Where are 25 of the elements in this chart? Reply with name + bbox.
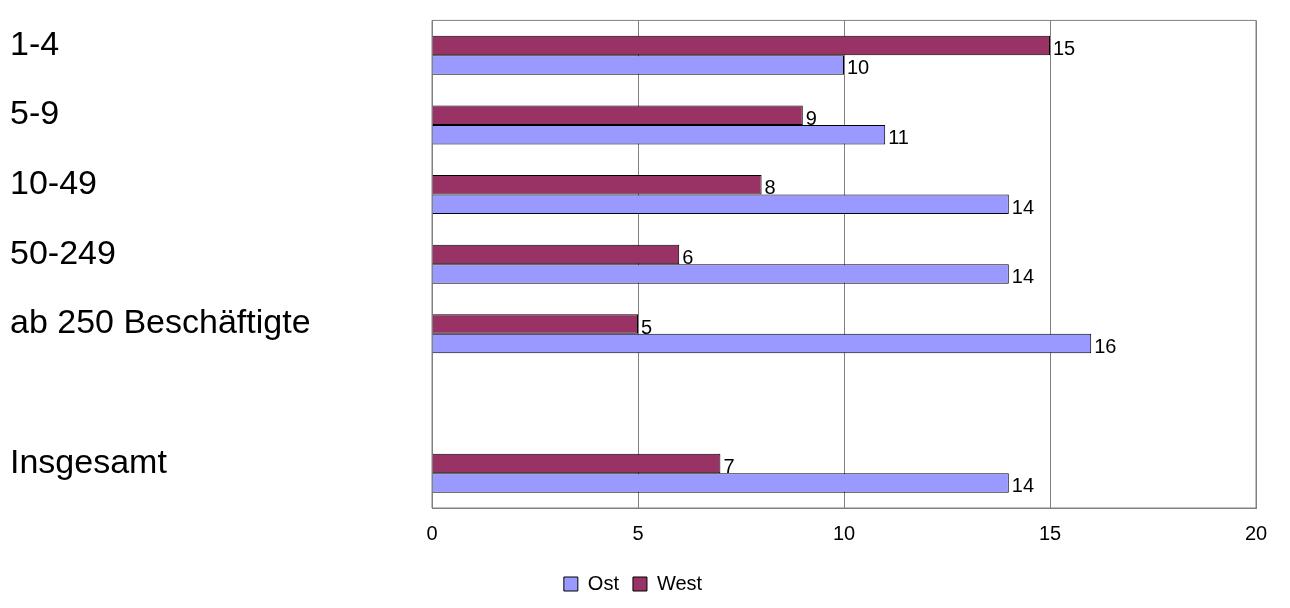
y-tick-label: Insgesamt [10, 441, 168, 480]
y-tick-label: 10-49 [10, 162, 97, 201]
data-label: 14 [1011, 474, 1035, 497]
data-label: 9 [805, 106, 817, 129]
data-label: 10 [847, 56, 870, 79]
y-tick-label: 50-249 [10, 232, 116, 271]
legend-label: Ost [587, 571, 620, 594]
y-tick-label: ab 250 Beschäftigte [10, 302, 311, 341]
data-label: 14 [1011, 195, 1035, 218]
data-label: 7 [723, 454, 735, 477]
y-tick-label: 1-4 [10, 23, 60, 62]
data-label: 11 [888, 126, 909, 149]
data-label: 6 [682, 245, 694, 268]
legend-label: West [656, 571, 703, 594]
data-label: 15 [1053, 36, 1076, 59]
x-tick-label: 20 [1244, 521, 1268, 544]
data-label: 5 [641, 315, 653, 338]
x-tick-label: 5 [632, 521, 644, 544]
x-tick-label: 0 [426, 521, 438, 544]
data-label: 16 [1094, 335, 1117, 358]
data-label: 14 [1011, 265, 1035, 288]
y-tick-label: 5-9 [10, 93, 60, 132]
data-label: 8 [764, 176, 776, 199]
x-tick-label: 15 [1038, 521, 1062, 544]
x-tick-label: 10 [832, 521, 856, 544]
